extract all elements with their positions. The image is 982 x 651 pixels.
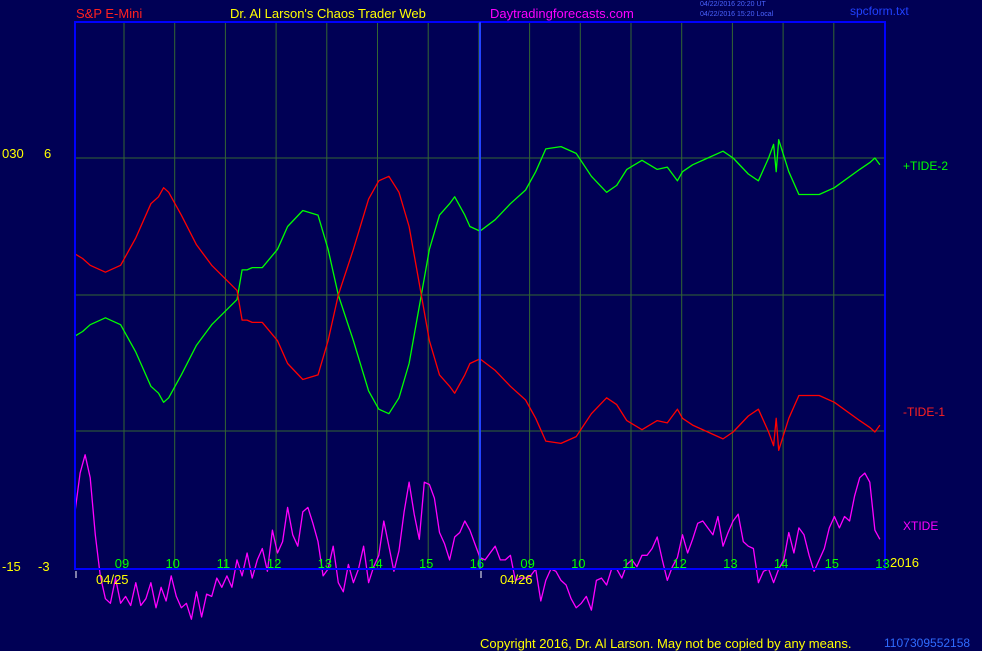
hour-tick-label: 10 <box>165 556 179 571</box>
timestamp-local: 04/22/2016 15:20 Local <box>700 11 774 18</box>
hour-tick-label: 12 <box>672 556 686 571</box>
hour-labels: 09 10 11 12 13 14 15 16 09 10 11 12 13 14 15 13 <box>115 556 890 571</box>
series-line--tide-2 <box>74 139 881 415</box>
hour-tick-label: 13 <box>875 556 889 571</box>
hour-tick-label: 09 <box>520 556 534 571</box>
date-label-1: 04/25 <box>96 572 129 587</box>
axis-label-lower-2: -3 <box>38 559 50 574</box>
year-label: 2016 <box>890 555 919 570</box>
hour-tick-label: 13 <box>318 556 332 571</box>
hour-tick-label: 16 <box>470 556 484 571</box>
copyright-text: Copyright 2016, Dr. Al Larson. May not b… <box>480 636 852 651</box>
site-title: Dr. Al Larson's Chaos Trader Web <box>230 6 426 21</box>
file-name: spcform.txt <box>850 4 909 18</box>
hour-tick-label: 15 <box>825 556 839 571</box>
axis-label-upper-2: 6 <box>44 146 52 161</box>
hour-tick-label: 12 <box>267 556 281 571</box>
timestamp-ut: 04/22/2016 20:20 UT <box>700 1 766 8</box>
hour-tick-label: 09 <box>115 556 129 571</box>
hour-tick-label: 13 <box>723 556 737 571</box>
series-line-xtide <box>74 454 881 620</box>
legend-xtide: XTIDE <box>903 519 939 533</box>
chart-series-layer <box>74 139 881 620</box>
axis-label-lower-1: -15 <box>2 559 21 574</box>
version-label: 1107 <box>884 636 910 650</box>
date-ticks <box>75 571 482 578</box>
hour-tick-label: 14 <box>368 556 382 571</box>
site-url[interactable]: Daytradingforecasts.com <box>490 6 634 21</box>
date-label-2: 04/26 <box>500 572 533 587</box>
hour-tick-label: 11 <box>217 556 231 571</box>
id-number: 309552158 <box>910 636 971 650</box>
axis-label-upper-1: 030 <box>2 146 24 161</box>
hour-tick-label: 10 <box>571 556 585 571</box>
legend-tide-plus: +TIDE-2 <box>903 159 949 173</box>
series-line--tide-1 <box>74 175 881 451</box>
hour-tick-label: 11 <box>622 556 636 571</box>
symbol-title: S&P E-Mini <box>76 6 143 21</box>
hour-tick-label: 15 <box>419 556 433 571</box>
hour-tick-label: 14 <box>774 556 788 571</box>
legend-tide-minus: -TIDE-1 <box>903 405 945 419</box>
